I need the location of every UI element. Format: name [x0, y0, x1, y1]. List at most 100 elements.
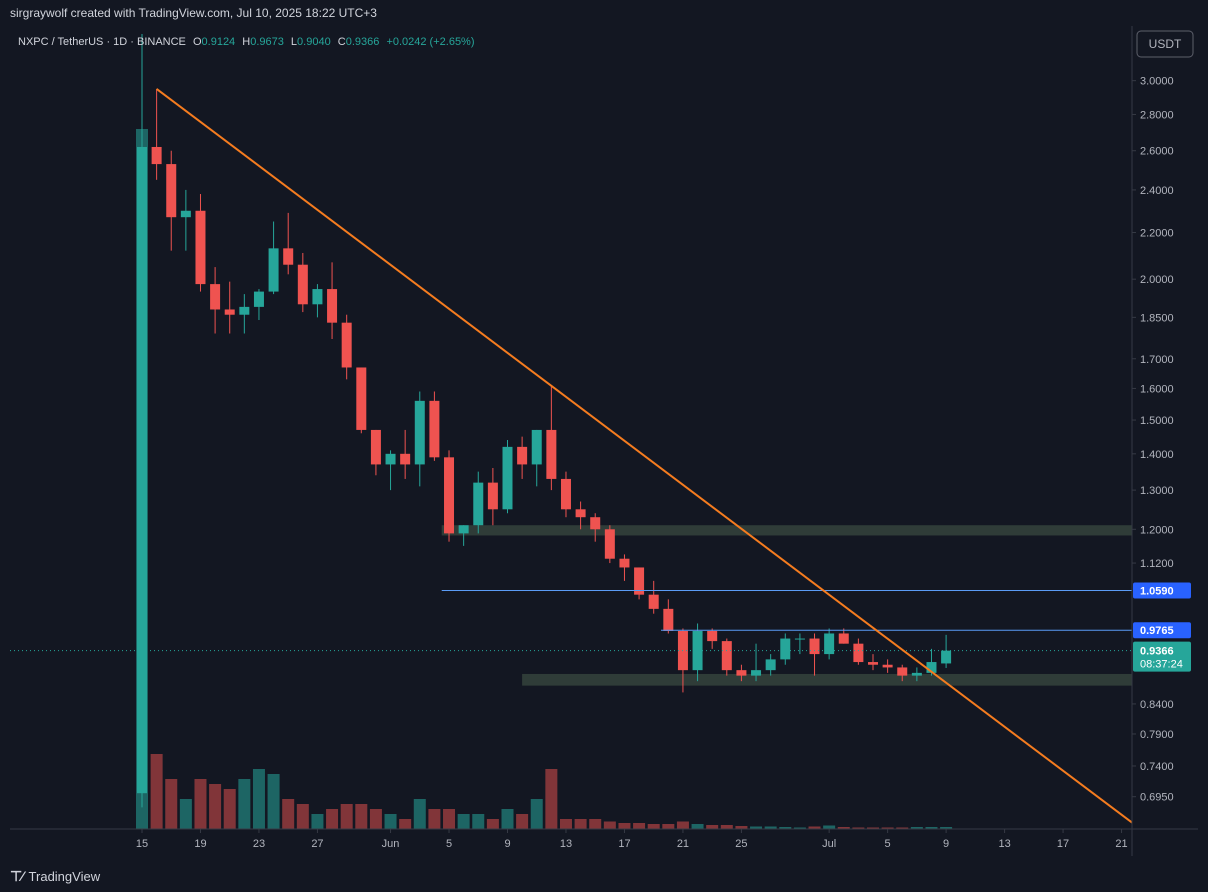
volume-bar: [267, 774, 280, 829]
tradingview-mark-icon: ⊤⁄: [10, 868, 24, 884]
price-tick-label: 3.0000: [1140, 76, 1174, 88]
price-tick-label: 0.6950: [1140, 792, 1174, 804]
volume-bar: [706, 825, 719, 829]
candle-body: [414, 400, 425, 465]
price-tick-label: 1.2000: [1140, 524, 1174, 536]
price-zone: [522, 673, 1132, 686]
volume-bar: [676, 821, 689, 829]
legend-close: 0.9366: [346, 36, 380, 48]
volume-bar: [910, 827, 923, 829]
candle-body: [195, 210, 206, 285]
volume-bar: [823, 825, 836, 829]
time-tick-label: Jul: [822, 838, 836, 850]
legend-line: NXPC / TetherUS · 1D · BINANCE O0.9124 H…: [18, 36, 475, 48]
volume-bar: [589, 819, 602, 829]
price-tick-label: 1.6000: [1140, 383, 1174, 395]
volume-bar: [252, 769, 265, 829]
volume-bar: [779, 827, 792, 829]
candle-body: [590, 517, 601, 530]
candle-body: [853, 643, 864, 663]
volume-bar: [472, 814, 485, 829]
volume-bar: [852, 827, 865, 829]
volume-bar: [150, 754, 163, 829]
legend-low-label: L: [291, 36, 297, 48]
legend-open: 0.9124: [202, 36, 236, 48]
volume-bar: [486, 819, 499, 829]
time-tick-label: 21: [1115, 838, 1127, 850]
price-chart[interactable]: 3.0000 2.8000 2.6000 2.4000 2.2000 2.0000 1.85…: [10, 26, 1198, 856]
candle-body: [224, 309, 235, 315]
price-tick-label: 1.3000: [1140, 485, 1174, 497]
volume-bar: [793, 827, 806, 829]
volume-bar: [428, 809, 441, 829]
candle-body: [151, 146, 162, 165]
candle-body: [824, 633, 835, 655]
candle-body: [429, 400, 440, 458]
trendline: [156, 88, 1137, 827]
legend-open-label: O: [193, 36, 202, 48]
candle-body: [137, 146, 147, 794]
price-tick-label: 1.4000: [1140, 449, 1174, 461]
volume-bar: [311, 814, 324, 829]
volume-bar: [355, 804, 368, 829]
volume-bar: [735, 826, 748, 829]
time-axis-ticks: 15 19 23 27 Jun 5 9 13 17 21 25 Jul 5 9 13 17 21: [136, 829, 1128, 850]
legend-high: 0.9673: [250, 36, 284, 48]
price-tick-label: 1.1200: [1140, 558, 1174, 570]
time-tick-label: 5: [885, 838, 891, 850]
volume-bar: [296, 804, 309, 829]
candle-body: [239, 306, 250, 315]
price-axis[interactable]: [1132, 26, 1198, 856]
volume-bar: [399, 819, 412, 829]
volume-bar: [808, 826, 821, 829]
candle-body: [283, 248, 294, 265]
volume-bar: [867, 827, 879, 829]
time-tick-label: 15: [136, 838, 148, 850]
currency-button-frame[interactable]: [1136, 30, 1194, 58]
currency-button[interactable]: USDT: [1136, 30, 1194, 58]
legend-close-label: C: [338, 36, 346, 48]
candle-body: [809, 638, 820, 655]
price-tick-label: 1.8500: [1140, 312, 1174, 324]
time-tick-label: 17: [1057, 838, 1069, 850]
volume-bar: [750, 826, 763, 829]
candle-body: [370, 429, 381, 465]
level-price-tag: [1133, 622, 1191, 639]
volume-bar: [662, 824, 675, 829]
candle-body: [560, 478, 571, 510]
level-price-tag: [1133, 582, 1191, 599]
time-tick-label: 5: [446, 838, 452, 850]
volume-bar: [501, 809, 514, 829]
tradingview-logo[interactable]: ⊤⁄ TradingView: [10, 868, 100, 885]
candle-body: [297, 264, 308, 305]
currency-button-label[interactable]: USDT: [1149, 37, 1182, 51]
time-tick-label: 9: [504, 838, 510, 850]
candle-body: [780, 638, 791, 660]
time-tick-label: 19: [194, 838, 206, 850]
volume-bar: [223, 789, 236, 829]
candle-body: [707, 630, 718, 642]
candle-body: [619, 558, 630, 568]
candle-body: [751, 670, 762, 676]
candle-body: [575, 509, 586, 518]
candle-body: [312, 289, 323, 305]
candle-body: [517, 446, 528, 465]
candle-body: [253, 291, 264, 307]
support-resistance-zones: [441, 525, 1133, 686]
time-tick-label: Jun: [382, 838, 400, 850]
candle-body: [911, 672, 922, 676]
volume-bar: [574, 819, 587, 829]
candle-body: [838, 633, 849, 644]
volume-bar: [179, 799, 192, 829]
candle-body: [926, 662, 937, 673]
candle-body: [546, 429, 557, 479]
volume-bar: [165, 779, 178, 829]
candle-body: [794, 638, 805, 640]
chart-canvas[interactable]: 3.0000 2.8000 2.6000 2.4000 2.2000 2.0000 1.85…: [10, 26, 1198, 856]
candles: [137, 34, 952, 808]
horizontal-levels: [10, 589, 1132, 652]
price-tick-label: 2.8000: [1140, 109, 1174, 121]
candle-body: [327, 289, 338, 323]
volume-bar: [603, 821, 616, 829]
